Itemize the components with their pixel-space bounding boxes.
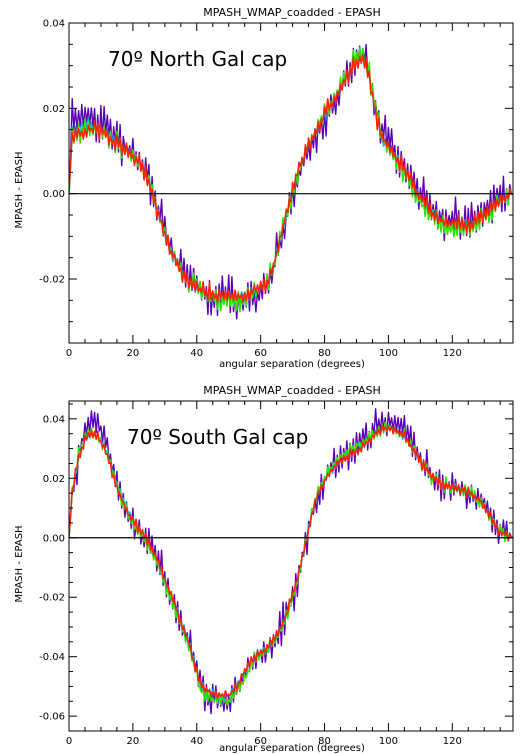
series-line-3: [69, 54, 513, 303]
y-tick-label: 0.04: [43, 19, 65, 30]
x-tick-label: 120: [443, 736, 462, 747]
y-tick-label: 0.00: [43, 533, 65, 544]
x-tick-label: 40: [190, 736, 203, 747]
x-tick-label: 80: [318, 736, 331, 747]
y-tick-label: -0.02: [39, 275, 65, 286]
y-tick-label: 0.00: [43, 189, 65, 200]
series-line-0: [69, 43, 513, 320]
x-tick-label: 40: [190, 348, 203, 359]
series-line-3: [69, 425, 513, 700]
y-tick-label: -0.02: [39, 593, 65, 604]
x-tick-label: 100: [379, 348, 398, 359]
y-axis-title: MPASH - EPASH: [14, 525, 25, 602]
series-line-2: [69, 47, 513, 313]
chart-title: MPASH_WMAP_coadded - EPASH: [203, 384, 381, 397]
x-axis-title: angular separation (degrees): [219, 743, 365, 754]
x-tick-label: 0: [66, 736, 72, 747]
y-tick-label: 0.02: [43, 104, 65, 115]
y-axis-title: MPASH - EPASH: [14, 151, 25, 228]
x-tick-label: 120: [443, 348, 462, 359]
series-line-1: [69, 424, 513, 700]
x-tick-label: 20: [127, 736, 140, 747]
y-tick-label: -0.04: [39, 652, 65, 663]
plot-frame: [68, 22, 514, 344]
x-tick-label: 0: [66, 348, 72, 359]
plot-frame: [68, 400, 514, 732]
x-tick-label: 20: [127, 348, 140, 359]
x-tick-label: 100: [379, 736, 398, 747]
y-tick-label: 0.02: [43, 474, 65, 485]
south-cap-panel: MPASH_WMAP_coadded - EPASH MPASH - EPASH…: [14, 384, 514, 754]
x-tick-label: 80: [318, 348, 331, 359]
y-tick-label: 0.04: [43, 414, 65, 425]
series-line-0: [69, 408, 513, 715]
x-axis-title: angular separation (degrees): [219, 359, 365, 370]
x-tick-label: 60: [254, 348, 267, 359]
panel-annotation: 70º South Gal cap: [127, 425, 308, 449]
north-cap-panel: MPASH_WMAP_coadded - EPASH MPASH - EPASH…: [14, 6, 514, 370]
y-tick-label: -0.06: [39, 712, 65, 723]
series-line-1: [69, 52, 513, 302]
x-tick-label: 60: [254, 736, 267, 747]
panel-annotation: 70º North Gal cap: [108, 47, 287, 71]
chart-title: MPASH_WMAP_coadded - EPASH: [203, 6, 381, 19]
series-line-2: [69, 421, 513, 706]
